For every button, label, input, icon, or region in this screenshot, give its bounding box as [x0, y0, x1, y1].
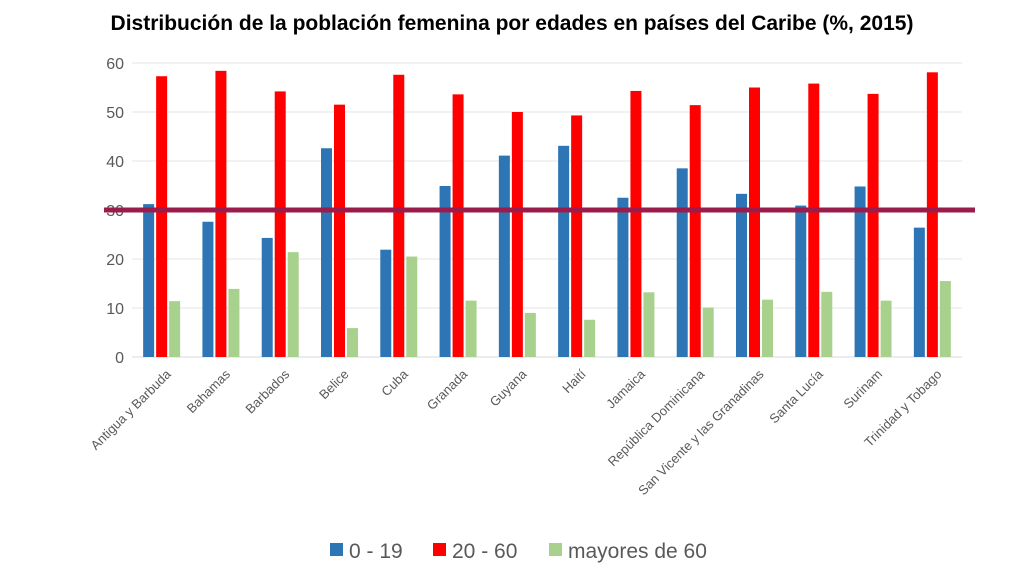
bar-age-20-60	[749, 87, 760, 357]
y-tick-label: 40	[106, 154, 124, 171]
legend-swatch	[549, 543, 562, 556]
bar-age-20-60	[334, 104, 345, 358]
legend-label: mayores de 60	[568, 540, 707, 563]
legend-label: 20 - 60	[452, 540, 517, 563]
bar-age-over-60	[643, 292, 655, 357]
bar-age-over-60	[347, 328, 358, 357]
y-tick-label: 60	[106, 56, 124, 73]
bar-age-0-19	[439, 185, 451, 357]
bar-age-over-60	[762, 299, 773, 357]
x-category-label: Belice	[316, 367, 352, 403]
x-category-label: Granada	[424, 366, 471, 413]
bar-age-0-19	[558, 145, 570, 357]
bar-age-over-60	[406, 256, 418, 357]
bar-age-20-60	[689, 105, 701, 357]
bar-age-over-60	[228, 288, 240, 357]
bar-age-20-60	[156, 76, 168, 357]
x-category-label: República Dominicana	[605, 366, 708, 469]
bar-age-over-60	[465, 300, 477, 357]
bar-age-20-60	[511, 112, 523, 357]
chart-title: Distribución de la población femenina po…	[110, 12, 914, 35]
bar-age-0-19	[143, 204, 155, 357]
y-tick-label: 20	[106, 252, 124, 269]
bar-age-0-19	[261, 237, 273, 357]
x-category-label: Antigua y Barbuda	[88, 366, 175, 453]
bar-age-20-60	[808, 83, 820, 357]
legend-swatch	[433, 543, 446, 556]
bar-age-over-60	[702, 307, 714, 357]
bar-age-0-19	[498, 155, 510, 357]
y-tick-label: 10	[106, 301, 124, 318]
bar-age-over-60	[287, 252, 299, 357]
bar-age-0-19	[676, 168, 688, 357]
x-category-label: Guyana	[487, 366, 530, 409]
bar-age-0-19	[913, 227, 925, 357]
x-category-label: Haití	[559, 366, 589, 396]
bar-age-over-60	[939, 281, 951, 357]
bar-age-20-60	[215, 70, 227, 357]
bar-age-20-60	[926, 72, 938, 357]
bar-age-20-60	[571, 115, 583, 358]
bar-age-over-60	[821, 291, 833, 357]
legend-label: 0 - 19	[349, 540, 403, 563]
y-tick-label: 0	[115, 350, 124, 367]
bar-age-0-19	[854, 186, 866, 357]
x-category-label: Jamaica	[603, 366, 648, 411]
bar-age-0-19	[321, 148, 332, 357]
legend-swatch	[330, 543, 343, 556]
y-tick-label: 50	[106, 105, 124, 122]
bar-age-0-19	[380, 249, 392, 357]
bar-age-20-60	[393, 74, 405, 357]
x-category-label: San Vicente y las Granadinas	[635, 366, 767, 498]
bar-age-0-19	[736, 193, 747, 357]
x-category-label: Surinam	[840, 367, 885, 412]
bar-age-20-60	[452, 94, 464, 358]
bar-age-20-60	[630, 90, 642, 358]
bar-age-over-60	[880, 300, 892, 357]
x-category-label: Cuba	[378, 366, 411, 399]
x-category-label: Bahamas	[184, 366, 234, 416]
bar-age-0-19	[617, 197, 629, 357]
x-category-label: Santa Lucía	[766, 366, 826, 426]
bar-age-0-19	[202, 221, 214, 357]
bar-age-0-19	[795, 205, 807, 357]
bar-age-20-60	[867, 93, 879, 358]
bar-age-over-60	[524, 312, 536, 357]
x-category-label: Barbados	[242, 366, 292, 416]
bar-age-over-60	[584, 319, 596, 357]
bar-age-over-60	[169, 301, 181, 357]
bar-age-20-60	[274, 91, 286, 358]
